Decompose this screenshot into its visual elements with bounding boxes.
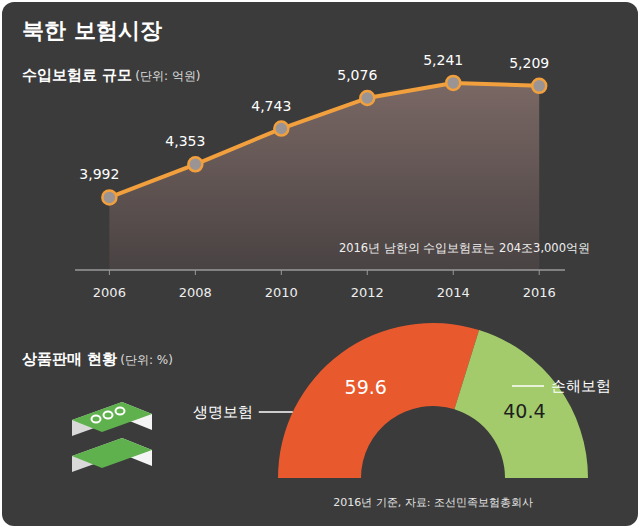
slice [278, 323, 479, 478]
marker [446, 76, 460, 90]
canvas: 북한 보험시장수입보험료 규모(단위: 억원) 2006 2008 2010 2012 2… [0, 0, 640, 528]
data-label: 59.6 [345, 376, 387, 398]
data-label: 4,743 [251, 98, 291, 114]
data-label: 5,241 [423, 52, 463, 68]
x-axis [75, 269, 565, 271]
annotation: 2016년 남한의 수입보험료는 204조3,000억원 [339, 241, 590, 255]
icon-part [104, 412, 113, 419]
chart-title: 상품판매 현황 [22, 350, 117, 368]
marker [532, 79, 546, 93]
tick-label: 2008 [179, 285, 212, 300]
tick [367, 270, 368, 275]
page-title: 북한 보험시장 [22, 18, 162, 43]
source-note: 2016년 기준, 자료: 조선민족보험총회사 [333, 496, 533, 509]
tick [453, 270, 454, 275]
tick-label: 2016 [523, 285, 556, 300]
unit-label: (단위: 억원) [135, 69, 200, 83]
data-label: 4,353 [165, 133, 205, 149]
tick-label: 2014 [437, 285, 470, 300]
marker [274, 122, 288, 136]
tick-label: 2010 [265, 285, 298, 300]
unit-label: (단위: %) [120, 353, 173, 367]
category-label: 생명보험 [193, 403, 253, 421]
data-label: 40.4 [503, 400, 545, 422]
chart-title: 수입보험료 규모 [22, 66, 132, 84]
slice [454, 330, 588, 478]
marker [102, 190, 116, 204]
money-icon [72, 402, 152, 472]
line [109, 83, 539, 197]
tick [195, 270, 196, 275]
tick [539, 270, 540, 275]
icon-part [72, 438, 152, 468]
icon-part [116, 408, 125, 415]
data-label: 3,992 [79, 166, 119, 182]
icon-part [92, 416, 101, 423]
marker [188, 157, 202, 171]
background [2, 2, 638, 526]
leader-line [512, 385, 544, 387]
marker [360, 91, 374, 105]
data-label: 5,209 [509, 55, 549, 71]
icon-part [72, 402, 152, 432]
data-label: 5,076 [337, 67, 377, 83]
tick [109, 270, 110, 275]
tick-label: 2012 [351, 285, 384, 300]
tick [281, 270, 282, 275]
tick-label: 2006 [93, 285, 126, 300]
leader-line [259, 411, 293, 413]
category-label: 손해보험 [551, 377, 611, 395]
